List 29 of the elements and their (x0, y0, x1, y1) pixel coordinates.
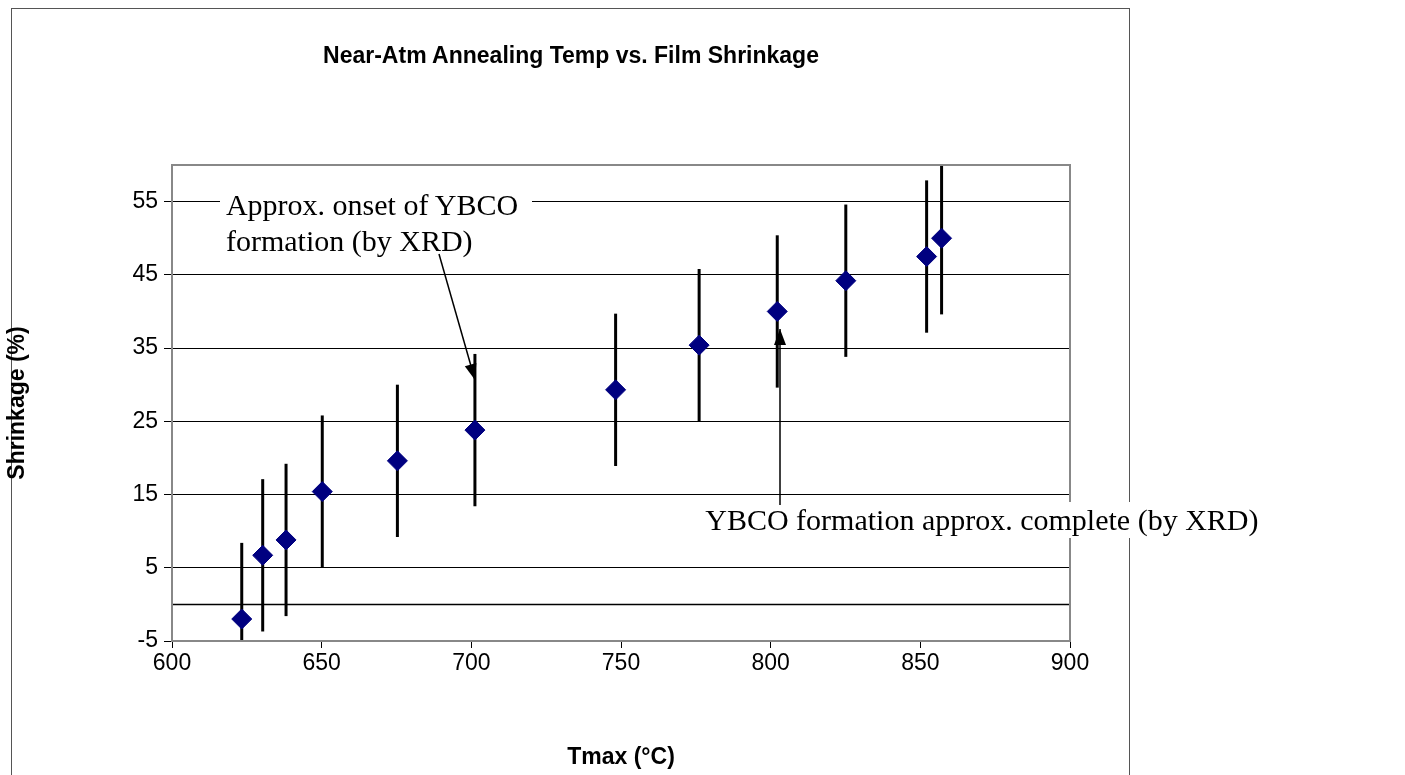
point (916, 246, 938, 268)
x-tick-label: 800 (751, 649, 790, 676)
annotation: YBCO formation approx. complete (by XRD) (705, 503, 1259, 537)
x-tick-label: 750 (601, 649, 641, 676)
x-tick-label: 700 (452, 649, 491, 676)
point (835, 270, 857, 292)
point (464, 419, 486, 441)
point (605, 379, 627, 401)
point (252, 544, 274, 566)
x-tick-label: 650 (302, 649, 341, 676)
x-tick-label: 900 (1050, 649, 1090, 676)
y-tick-label: 35 (132, 333, 158, 360)
y-axis-title: Shrinkage (%) (3, 326, 30, 480)
point (275, 529, 297, 551)
point (931, 227, 953, 249)
x-axis-title: Tmax (°C) (567, 742, 675, 769)
point (311, 481, 333, 503)
point (766, 300, 788, 322)
y-tick-label: 25 (132, 406, 158, 433)
y-tick-label: 55 (132, 186, 158, 213)
y-tick-label: 5 (145, 553, 158, 580)
point (386, 450, 408, 472)
y-tick-label: 15 (132, 479, 158, 506)
point (231, 608, 253, 630)
y-tick-label: 45 (132, 260, 158, 287)
chart-title: Near-Atm Annealing Temp vs. Film Shrinkage (323, 42, 819, 69)
annotation: Approx. onset of YBCO formation (by XRD) (225, 187, 519, 257)
x-tick-label: 850 (901, 649, 940, 676)
point (688, 334, 710, 356)
